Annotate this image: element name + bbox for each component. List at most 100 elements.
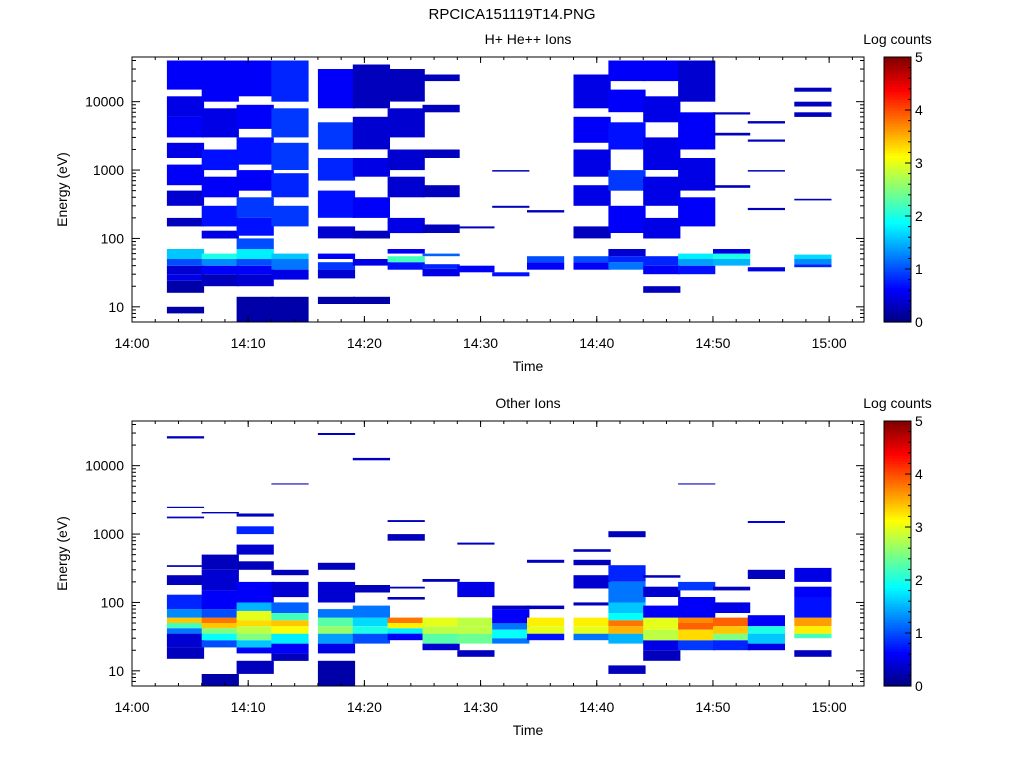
y-tick-label: 10 (108, 299, 124, 315)
heatmap-cell (236, 640, 274, 648)
heatmap-cells (166, 433, 832, 686)
heatmap-cell (713, 626, 751, 634)
heatmap-cell (201, 609, 239, 618)
heatmap-cell (457, 617, 495, 627)
heatmap-cell (201, 512, 239, 514)
colorbar-step (884, 569, 911, 573)
y-tick-label: 100 (101, 594, 125, 610)
colorbar-step (884, 595, 911, 600)
heatmap-cell (713, 185, 751, 188)
heatmap-cell (794, 586, 832, 597)
colorbar-step (884, 474, 911, 478)
heatmap-cell (573, 626, 611, 634)
colorbar-step (884, 439, 911, 443)
heatmap-cell (643, 605, 681, 618)
heatmap-cell (317, 69, 356, 109)
heatmap-cell (236, 581, 274, 603)
colorbar-step (884, 511, 911, 515)
colorbar-step (884, 601, 911, 605)
heatmap-cell (166, 575, 205, 585)
heatmap-cell (422, 149, 460, 158)
colorbar-step (884, 282, 911, 286)
heatmap-cell (492, 272, 530, 277)
heatmap-cell (317, 122, 356, 150)
heatmap-cell (457, 626, 495, 634)
heatmap-cell (201, 253, 239, 259)
colorbar-step (884, 306, 911, 310)
heatmap-cell (747, 521, 785, 523)
heatmap-cell (422, 579, 460, 582)
heatmap-cell (608, 531, 646, 538)
colorbar-step (884, 149, 911, 153)
colorbar-step (884, 519, 911, 523)
x-tick-label: 14:30 (463, 699, 498, 715)
colorbar-step (884, 83, 911, 87)
heatmap-cell (527, 605, 565, 610)
heatmap-cell (271, 569, 309, 576)
colorbar-step (884, 229, 911, 233)
heatmap-cell (317, 643, 356, 654)
colorbar-step (884, 253, 911, 257)
colorbar-step (884, 667, 911, 671)
heatmap-cell (236, 197, 274, 218)
heatmap-cell (794, 633, 832, 639)
figure-title: RPCICA151119T14.PNG (428, 6, 596, 23)
heatmap-cell (236, 249, 274, 259)
colorbar-step (884, 139, 911, 143)
heatmap-cell (236, 602, 274, 611)
colorbar-step (884, 223, 911, 228)
heatmap-cell (678, 640, 716, 651)
heatmap-cell (747, 615, 785, 627)
heatmap-cell (527, 617, 565, 627)
heatmap-cell (643, 265, 681, 275)
colorbar-step (884, 67, 911, 71)
heatmap-cell (271, 613, 309, 621)
plot-frame (131, 56, 865, 323)
colorbar-step (884, 263, 911, 267)
colorbar-step (884, 170, 911, 175)
heatmap-cell (573, 256, 611, 263)
colorbar-step (884, 455, 911, 459)
heatmap-cell (317, 262, 356, 270)
heatmap-cell (527, 626, 565, 634)
heatmap-cell (643, 96, 681, 123)
y-axis-label: Energy (eV) (54, 516, 70, 591)
heatmap-cell (608, 170, 646, 191)
heatmap-cell (352, 605, 390, 618)
heatmap-cell (527, 633, 565, 641)
heatmap-cell (201, 176, 239, 198)
heatmap-cell (236, 647, 274, 654)
colorbar-step (884, 258, 911, 262)
colorbar-step (884, 147, 911, 151)
heatmap-cell (387, 534, 425, 541)
colorbar-step (884, 216, 911, 220)
colorbar-step (884, 200, 911, 204)
colorbar-tick-label: 4 (915, 466, 923, 482)
colorbar-step (884, 614, 911, 618)
colorbar-step (884, 88, 911, 93)
colorbar-step (884, 481, 911, 486)
colorbar-step (884, 609, 911, 613)
heatmap-cell (317, 660, 356, 686)
colorbar-step (884, 492, 911, 496)
colorbar-label: Log counts (863, 31, 932, 47)
heatmap-cell (608, 205, 646, 233)
heatmap-cell (166, 628, 205, 634)
heatmap-cell (317, 253, 356, 259)
colorbar-step (884, 659, 911, 663)
heatmap-cell (492, 170, 530, 172)
colorbar-step (884, 141, 911, 146)
colorbar-label: Log counts (863, 395, 932, 411)
colorbar-step (884, 542, 911, 547)
heatmap-cell (573, 74, 611, 109)
heatmap-cell (573, 549, 611, 552)
colorbar-step (884, 237, 911, 241)
heatmap-cell (387, 262, 425, 270)
heatmap-cell (317, 581, 356, 603)
heatmap-cell (608, 256, 646, 263)
colorbar-tick-label: 2 (915, 572, 923, 588)
colorbar-step (884, 468, 911, 472)
heatmap-cell (573, 149, 611, 177)
colorbar-step (884, 197, 911, 201)
colorbar-step (884, 94, 911, 98)
